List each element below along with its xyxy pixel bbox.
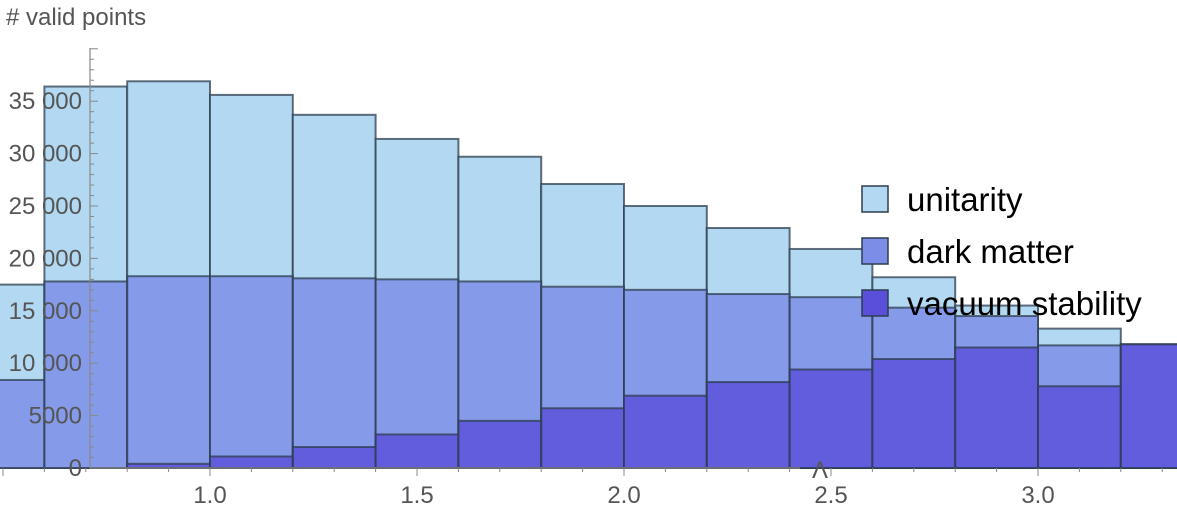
legend-label: dark matter — [907, 233, 1074, 270]
legend-item-unitarity: unitarity — [861, 181, 1023, 218]
bar-vacuum-stability-14 — [1119, 343, 1177, 469]
x-tick-label: 1.0 — [193, 482, 226, 509]
legend-swatch — [861, 237, 889, 265]
x-axis-label: Λ — [812, 457, 828, 484]
bar-vacuum-stability-6 — [457, 419, 543, 469]
bar-vacuum-stability-10 — [788, 368, 874, 470]
y-tick-label: 35 000 — [9, 88, 82, 115]
bar-vacuum-stability-9 — [705, 381, 791, 469]
legend-swatch — [861, 185, 889, 213]
y-tick-label: 20 000 — [9, 245, 82, 272]
bar-vacuum-stability-5 — [374, 433, 460, 469]
bar-vacuum-stability-8 — [623, 394, 708, 469]
legend-item-dark-matter: dark matter — [861, 233, 1074, 270]
bar-vacuum-stability-3 — [209, 455, 294, 469]
x-tick-label: 2.0 — [607, 482, 640, 509]
x-tick-label: 1.5 — [400, 482, 433, 509]
bar-vacuum-stability-2 — [126, 462, 211, 470]
legend-item-vacuum-stability: vacuum stability — [861, 285, 1142, 322]
bars-layer — [0, 80, 1177, 470]
axes-layer: 0 5000 10 000 15 000 20 000 25 000 30 000 35 00… — [2, 48, 1163, 509]
bar-vacuum-stability-11 — [871, 358, 957, 469]
legend-label: unitarity — [907, 181, 1023, 218]
y-tick-label: 15 000 — [9, 298, 82, 325]
legend: unitarity dark matter vacuum stability — [861, 181, 1142, 322]
y-tick-label: 30 000 — [9, 141, 82, 168]
legend-label: vacuum stability — [907, 285, 1142, 322]
bar-dark-matter-2 — [126, 275, 211, 469]
x-tick-label: 3.0 — [1021, 482, 1054, 509]
legend-swatch — [861, 289, 889, 317]
bar-dark-matter-3 — [209, 275, 294, 469]
bar-vacuum-stability-7 — [540, 407, 626, 470]
y-tick-label: 10 000 — [9, 350, 82, 377]
y-tick-label: 0 — [69, 455, 82, 482]
y-axis-label: # valid points — [6, 4, 146, 31]
bar-vacuum-stability-12 — [954, 346, 1040, 470]
y-tick-label: 25 000 — [9, 193, 82, 220]
x-tick-label: 2.5 — [814, 482, 847, 509]
y-tick-label: 5000 — [29, 403, 82, 430]
bar-dark-matter-4 — [291, 277, 377, 470]
bar-vacuum-stability-13 — [1037, 385, 1122, 470]
bar-vacuum-stability-4 — [291, 446, 377, 470]
